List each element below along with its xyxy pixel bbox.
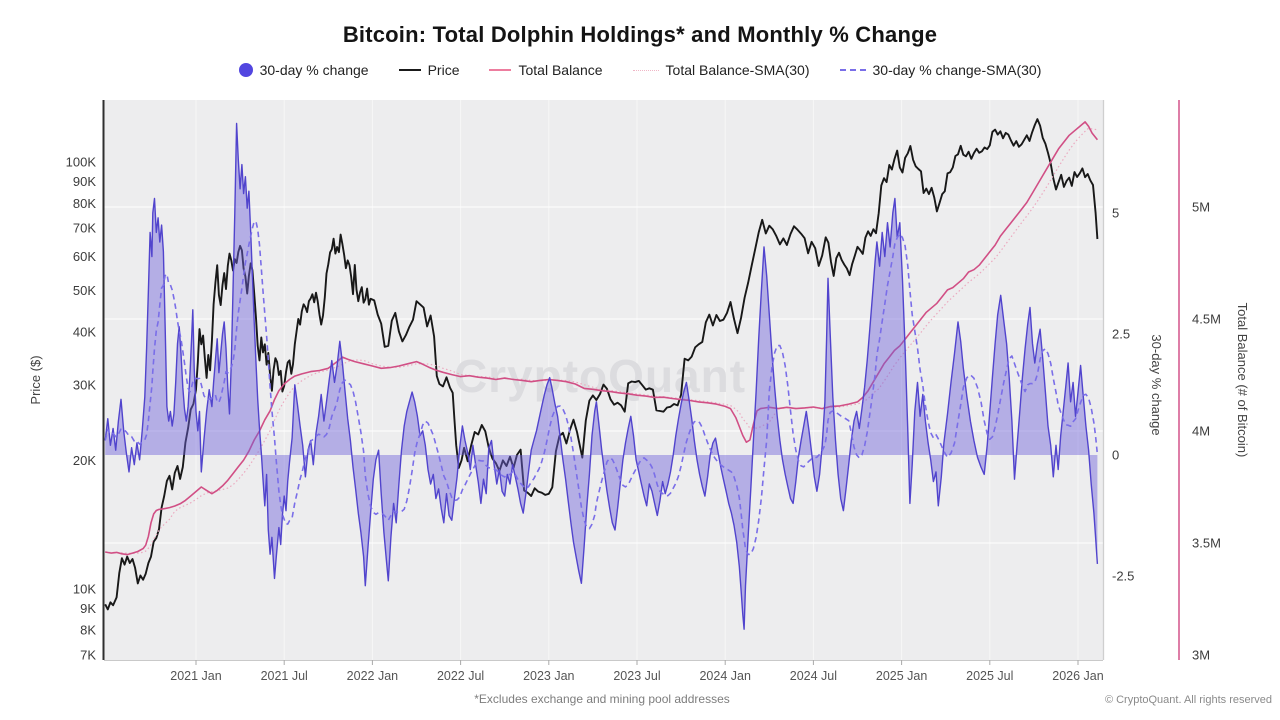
legend-item-label: Total Balance xyxy=(518,62,603,78)
x-axis-ticks: 2021 Jan 2021 Jul 2022 Jan 2022 Jul 2023 Jan… xyxy=(170,660,1104,683)
svg-text:0: 0 xyxy=(1112,448,1119,463)
svg-text:-2.5: -2.5 xyxy=(1112,569,1134,584)
svg-text:40K: 40K xyxy=(73,324,96,339)
svg-text:8K: 8K xyxy=(80,623,96,638)
svg-text:4.5M: 4.5M xyxy=(1192,312,1221,327)
svg-text:9K: 9K xyxy=(80,601,96,616)
legend-item-30-day-change[interactable]: 30-day % change xyxy=(238,62,369,78)
legend-dashed-swatch-icon xyxy=(839,69,866,71)
legend-line-swatch-icon xyxy=(489,69,512,71)
chart-footnote: *Excludes exchange and mining pool addre… xyxy=(474,692,730,706)
balance-axis-label: Total Balance (# of Bitcoin) xyxy=(1235,303,1250,458)
svg-text:2022 Jan: 2022 Jan xyxy=(347,669,398,683)
legend-item-label: 30-day % change-SMA(30) xyxy=(872,62,1042,78)
legend-item-total-balance[interactable]: Total Balance xyxy=(489,62,603,78)
svg-text:5M: 5M xyxy=(1192,200,1210,215)
svg-text:3M: 3M xyxy=(1192,648,1210,663)
legend-item-label: 30-day % change xyxy=(259,62,369,78)
pct-axis-ticks: 5 2.5 0 -2.5 xyxy=(1112,206,1134,584)
svg-text:50K: 50K xyxy=(73,283,96,298)
legend-dot-icon xyxy=(238,63,253,77)
legend-item-total-balance-sma-30-[interactable]: Total Balance-SMA(30) xyxy=(632,62,810,78)
svg-text:5: 5 xyxy=(1112,206,1119,221)
chart-legend: 30-day % change Price Total Balance Total B… xyxy=(0,62,1280,78)
svg-text:2023 Jan: 2023 Jan xyxy=(523,669,574,683)
svg-text:7K: 7K xyxy=(80,648,96,663)
svg-text:2025 Jul: 2025 Jul xyxy=(966,669,1013,683)
svg-text:20K: 20K xyxy=(73,453,96,468)
svg-text:2024 Jan: 2024 Jan xyxy=(699,669,750,683)
legend-line-swatch-icon xyxy=(398,69,421,71)
svg-text:2022 Jul: 2022 Jul xyxy=(437,669,484,683)
svg-text:80K: 80K xyxy=(73,196,96,211)
price-axis-ticks: 7K 8K 9K 10K 20K 30K 40K 50K 60K 70K 80K 90K 100K xyxy=(66,154,97,662)
total-balance-sma-line xyxy=(105,127,1098,555)
svg-text:2024 Jul: 2024 Jul xyxy=(790,669,837,683)
chart-title: Bitcoin: Total Dolphin Holdings* and Mon… xyxy=(342,22,938,47)
pct-change-sma-line xyxy=(104,220,1099,556)
svg-text:4M: 4M xyxy=(1192,424,1210,439)
svg-text:70K: 70K xyxy=(73,221,96,236)
price-axis-label: Price ($) xyxy=(28,355,43,404)
svg-text:2021 Jul: 2021 Jul xyxy=(261,669,308,683)
svg-text:2.5: 2.5 xyxy=(1112,327,1130,342)
svg-text:2026 Jan: 2026 Jan xyxy=(1052,669,1103,683)
svg-text:90K: 90K xyxy=(73,174,96,189)
pct-change-area xyxy=(105,123,1098,630)
svg-text:3.5M: 3.5M xyxy=(1192,536,1221,551)
svg-text:2021 Jan: 2021 Jan xyxy=(170,669,221,683)
legend-item-price[interactable]: Price xyxy=(398,62,460,78)
svg-text:100K: 100K xyxy=(66,154,97,169)
legend-item-30-day-change-sma-30-[interactable]: 30-day % change-SMA(30) xyxy=(839,62,1042,78)
svg-text:10K: 10K xyxy=(73,581,96,596)
total-balance-line xyxy=(105,121,1099,556)
balance-axis-ticks: 5M 4.5M 4M 3.5M 3M xyxy=(1192,200,1221,663)
pct-change-line xyxy=(104,122,1099,630)
svg-text:30K: 30K xyxy=(73,378,96,393)
legend-dotted-swatch-icon xyxy=(632,69,659,71)
svg-text:60K: 60K xyxy=(73,249,96,264)
copyright-notice: © CryptoQuant. All rights reserved xyxy=(1104,694,1272,706)
pct-axis-label: 30-day % change xyxy=(1149,334,1164,435)
legend-item-label: Price xyxy=(427,62,460,78)
svg-text:2023 Jul: 2023 Jul xyxy=(613,669,660,683)
legend-item-label: Total Balance-SMA(30) xyxy=(665,62,810,78)
svg-text:2025 Jan: 2025 Jan xyxy=(876,669,927,683)
